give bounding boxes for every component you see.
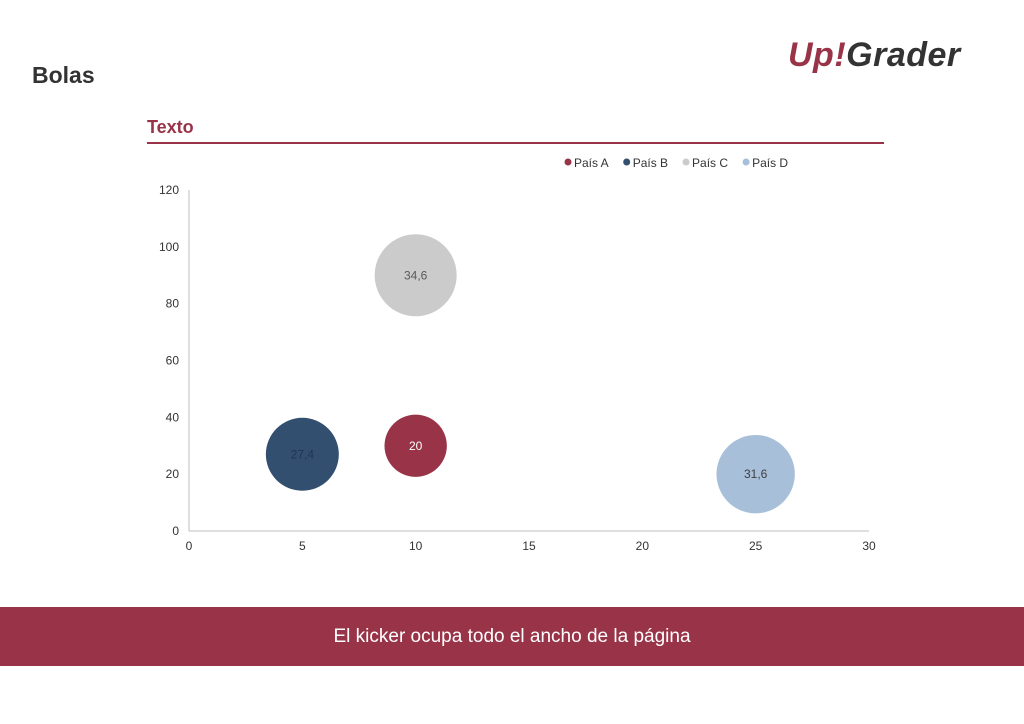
legend-label: País C bbox=[692, 156, 728, 170]
bubble-1 bbox=[384, 414, 447, 477]
bubble-data-label: 20 bbox=[409, 439, 423, 453]
y-tick-label: 20 bbox=[166, 467, 180, 481]
x-tick-label: 30 bbox=[862, 539, 876, 553]
logo-part-a: Up! bbox=[788, 36, 847, 74]
chart-title: Texto bbox=[147, 117, 194, 137]
x-tick-label: 15 bbox=[522, 539, 536, 553]
bubble-chart: País A País B País C País D 020406080100120… bbox=[159, 156, 876, 553]
y-tick-label: 100 bbox=[159, 240, 179, 254]
x-tick-label: 20 bbox=[636, 539, 650, 553]
y-tick-label: 120 bbox=[159, 183, 179, 197]
legend-marker-1 bbox=[564, 158, 572, 166]
kicker-text: El kicker ocupa todo el ancho de la pági… bbox=[333, 625, 691, 647]
logo-part-b: Grader bbox=[846, 36, 961, 74]
x-tick-label: 10 bbox=[409, 539, 423, 553]
x-tick-label: 0 bbox=[186, 539, 193, 553]
bubble-data-label: 34,6 bbox=[404, 268, 428, 282]
kicker-banner: El kicker ocupa todo el ancho de la pági… bbox=[0, 607, 1024, 666]
legend-marker-3 bbox=[682, 158, 690, 166]
chart-axes: 0 20 40 60 80 100 120 0 5 10 15 20 25 30 bbox=[159, 183, 876, 553]
legend-label: País A bbox=[574, 156, 609, 170]
bubble-data-label: 27,4 bbox=[291, 447, 315, 461]
x-tick-label: 25 bbox=[749, 539, 763, 553]
legend-marker-2 bbox=[623, 158, 631, 166]
x-tick-label: 5 bbox=[299, 539, 306, 553]
legend-label: País B bbox=[633, 156, 668, 170]
bubble-2 bbox=[265, 417, 339, 491]
brand-logo: Up!Grader bbox=[788, 36, 961, 75]
y-tick-label: 80 bbox=[166, 297, 180, 311]
bubble-data-label: 31,6 bbox=[744, 467, 768, 481]
legend-label: País D bbox=[752, 156, 788, 170]
bubble-4 bbox=[716, 434, 795, 514]
bubble-3 bbox=[374, 234, 457, 317]
chart-bubbles: 20 27,4 34,6 31,6 bbox=[265, 234, 795, 514]
legend-marker-4 bbox=[742, 158, 750, 166]
y-tick-label: 60 bbox=[166, 354, 180, 368]
page-title: Bolas bbox=[32, 62, 95, 88]
y-tick-label: 0 bbox=[172, 524, 179, 538]
y-tick-label: 40 bbox=[166, 410, 180, 424]
chart-legend: País A País B País C País D bbox=[564, 156, 788, 170]
chart-title-rule bbox=[147, 142, 884, 144]
